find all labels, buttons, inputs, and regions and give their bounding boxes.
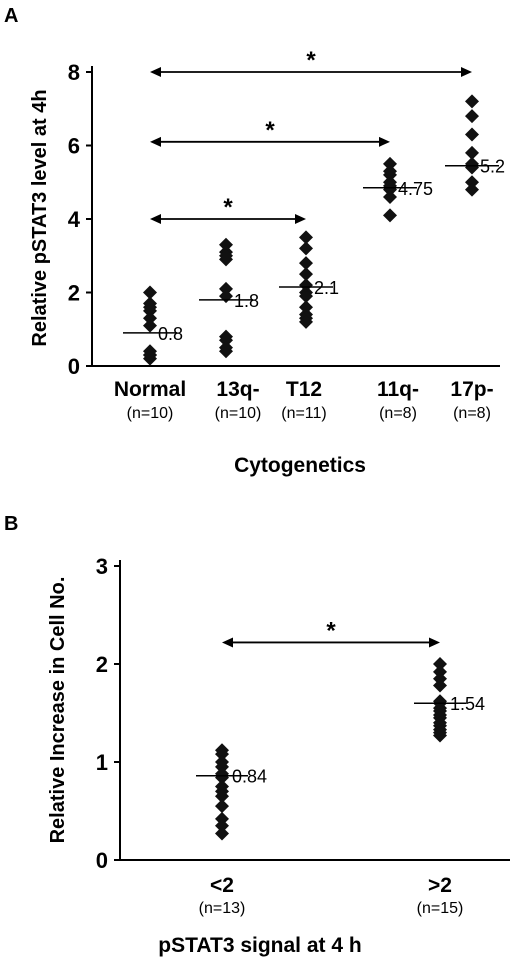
- x-axis-title: pSTAT3 signal at 4 h: [158, 934, 361, 957]
- data-point: [465, 145, 479, 160]
- data-point: [465, 175, 479, 190]
- data-point: [465, 109, 479, 124]
- data-point: [465, 127, 479, 142]
- arrow-head-right: [461, 67, 472, 77]
- data-point: [215, 789, 229, 804]
- y-tick-label: 2: [68, 281, 80, 306]
- data-point: [299, 314, 313, 329]
- data-point: [299, 256, 313, 271]
- arrow-head-left: [150, 67, 161, 77]
- x-category-label: Normal: [114, 378, 186, 401]
- y-tick-label: 1: [96, 750, 108, 775]
- significance-star: *: [265, 117, 275, 144]
- x-n-label: (n=13): [199, 900, 246, 917]
- panel-b: B 0 1 2 3 Relative Increase in Cell No. <2 (n=1…: [4, 513, 510, 957]
- data-point: [219, 281, 233, 296]
- data-point: [299, 241, 313, 256]
- data-point: [143, 318, 157, 333]
- y-tick-label: 4: [68, 207, 81, 232]
- data-point: [215, 826, 229, 841]
- data-point: [383, 182, 397, 197]
- arrow-head-right: [379, 136, 390, 147]
- data-point: [433, 678, 447, 693]
- median-label: 1.8: [234, 291, 259, 311]
- data-point: [215, 770, 229, 785]
- data-point: [219, 237, 233, 252]
- data-point: [299, 300, 313, 315]
- data-point: [465, 160, 479, 175]
- median-label: 5.2: [480, 157, 505, 177]
- x-axis-title: Cytogenetics: [234, 454, 366, 477]
- median-label: 1.54: [450, 694, 485, 714]
- x-n-label: (n=11): [281, 405, 327, 422]
- data-point: [215, 799, 229, 814]
- data-point: [219, 340, 233, 355]
- y-axis-title: Relative Increase in Cell No.: [47, 577, 69, 844]
- y-tick-label: 8: [68, 60, 80, 85]
- arrow-head-right: [295, 214, 306, 224]
- data-point: [465, 94, 479, 109]
- data-point: [383, 208, 397, 223]
- median-label: 0.8: [158, 324, 183, 344]
- arrow-head-left: [150, 214, 161, 224]
- x-category-label: >2: [428, 874, 452, 897]
- x-category-label: 17p-: [450, 378, 493, 401]
- data-point: [299, 267, 313, 282]
- data-point: [143, 311, 157, 326]
- x-n-label: (n=10): [215, 405, 262, 422]
- y-tick-label: 0: [96, 848, 108, 873]
- data-point: [383, 164, 397, 179]
- x-category-label: 11q-: [377, 378, 419, 401]
- data-point: [143, 285, 157, 300]
- data-point: [465, 182, 479, 197]
- data-point: [219, 289, 233, 304]
- panel-label: B: [4, 513, 18, 535]
- x-category-label: <2: [210, 874, 234, 897]
- y-tick-label: 6: [68, 134, 80, 159]
- x-n-label: (n=10): [127, 405, 174, 422]
- x-category-label: 13q-: [216, 378, 259, 401]
- data-point: [215, 747, 229, 762]
- x-n-label: (n=15): [417, 900, 464, 917]
- arrow-head-left: [222, 637, 233, 648]
- data-point: [383, 189, 397, 204]
- panel-label: A: [4, 5, 18, 27]
- significance-star: *: [223, 194, 233, 221]
- median-label: 0.84: [232, 767, 267, 787]
- x-n-label: (n=8): [379, 405, 417, 422]
- median-label: 4.75: [398, 179, 433, 199]
- y-axis-title: Relative pSTAT3 level at 4h: [29, 89, 51, 346]
- data-point: [219, 333, 233, 348]
- panel-a: A 0 2 4 6 8 Relative pSTAT3 level at 4h Normal (…: [4, 5, 505, 477]
- median-label: 2.1: [314, 278, 339, 298]
- data-point: [143, 347, 157, 362]
- data-point: [299, 289, 313, 304]
- data-point: [433, 728, 447, 743]
- arrow-head-right: [429, 637, 440, 648]
- data-point: [143, 300, 157, 315]
- data-point: [299, 278, 313, 293]
- y-tick-label: 2: [96, 652, 108, 677]
- significance-star: *: [306, 47, 316, 74]
- data-point: [433, 657, 447, 671]
- y-tick-label: 0: [68, 354, 80, 379]
- data-point: [299, 230, 313, 245]
- data-point: [219, 248, 233, 263]
- arrow-head-left: [150, 136, 161, 147]
- data-point: [215, 818, 229, 833]
- significance-star: *: [326, 617, 336, 644]
- x-category-label: T12: [286, 378, 322, 401]
- x-n-label: (n=8): [453, 405, 491, 422]
- y-tick-label: 3: [96, 554, 108, 579]
- data-point: [383, 156, 397, 171]
